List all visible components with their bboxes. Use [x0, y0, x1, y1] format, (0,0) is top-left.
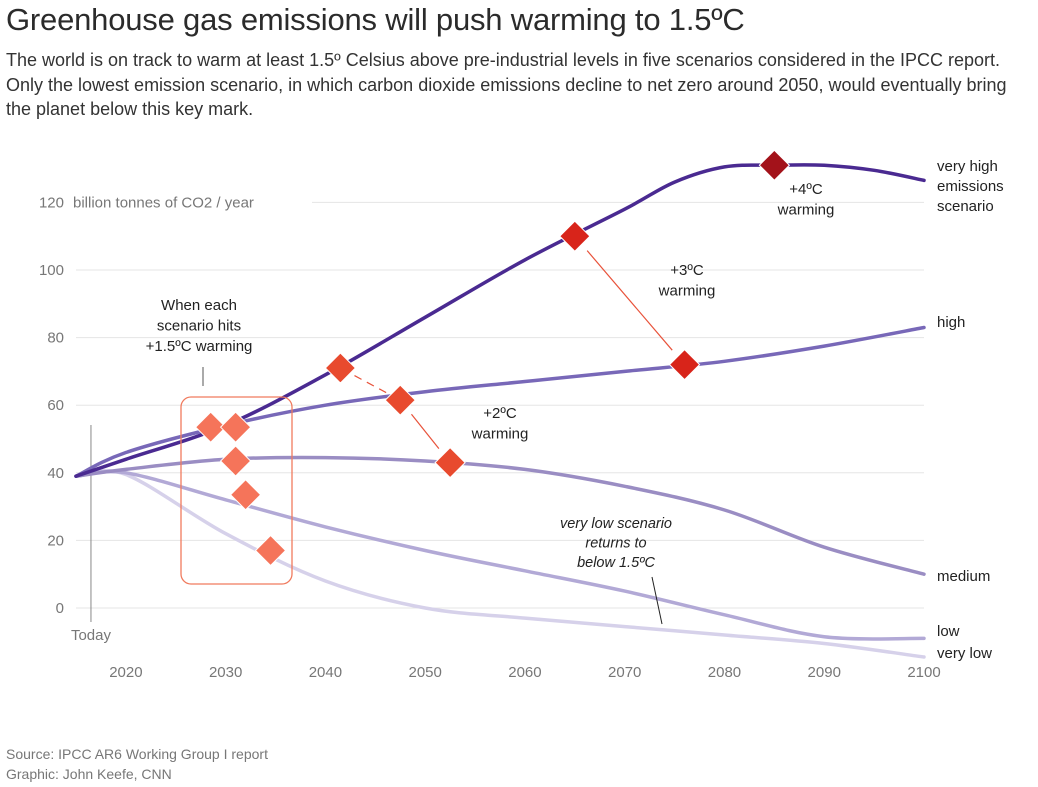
x-tick-label: 2020 — [109, 664, 142, 681]
box-label-line: When each — [161, 297, 237, 314]
box-label: When each scenario hits +1.5ºC warming — [146, 297, 253, 355]
series-label-high: high — [937, 314, 965, 331]
warming-2-label-line: warming — [471, 426, 529, 443]
chart-footer: Source: IPCC AR6 Working Group I report … — [6, 744, 268, 784]
warming-marker-1-5c-very-low — [254, 534, 287, 567]
warming-3-label-line: warming — [658, 283, 716, 300]
series-label-very-low-line: very low — [937, 645, 992, 662]
chart-title: Greenhouse gas emissions will push warmi… — [6, 2, 745, 37]
credit-note: Graphic: John Keefe, CNN — [6, 766, 172, 782]
series-label-medium: medium — [937, 568, 990, 585]
connector-3c — [586, 250, 673, 351]
series-line-very-low — [74, 468, 926, 659]
warming-marker-1-5c-low — [229, 479, 262, 511]
series-label-very-low: very low — [937, 645, 992, 662]
warming-marker-2c-very-high — [324, 352, 357, 384]
series-label-high-line: high — [937, 314, 965, 331]
warming-15-box — [180, 396, 293, 585]
warming-4-label-line: warming — [777, 202, 835, 219]
y-tick-label: 80 — [47, 330, 64, 347]
x-tick-label: 2050 — [408, 664, 441, 681]
y-tick-label: 0 — [56, 600, 64, 617]
warming-2-label: +2ºC warming — [471, 405, 529, 443]
series-label-very-high-line: scenario — [937, 198, 994, 215]
warming-4-label-line: +4ºC — [789, 181, 823, 198]
series-label-very-high: very high emissions scenario — [937, 158, 1004, 215]
y-tick-label: 100 — [39, 262, 64, 279]
x-tick-label: 2090 — [808, 664, 841, 681]
series-line-medium — [74, 455, 926, 576]
warming-marker-1-5c-high — [219, 411, 252, 443]
box-label-line: scenario hits — [157, 318, 241, 335]
x-tick-label: 2100 — [907, 664, 940, 681]
warming-marker-2c-medium — [434, 446, 466, 479]
chart-subtitle: The world is on track to warm at least 1… — [6, 50, 1007, 119]
x-tick-label: 2040 — [309, 664, 342, 681]
warming-2-label-line: +2ºC — [483, 405, 517, 422]
connector-2c-b — [410, 413, 440, 449]
very-low-note: very low scenario returns to below 1.5ºC — [560, 516, 672, 571]
y-axis-label: billion tonnes of CO2 / year — [73, 194, 254, 211]
today-label: Today — [71, 627, 112, 644]
warming-marker-3c-high — [668, 348, 701, 381]
warming-marker-3c-very-high — [559, 220, 591, 252]
series-label-medium-line: medium — [937, 568, 990, 585]
very-low-note-line: below 1.5ºC — [577, 555, 655, 571]
very-low-note-pointer — [651, 576, 663, 625]
series-label-low: low — [937, 623, 960, 640]
warming-marker-2c-high — [384, 384, 416, 416]
warming-marker-4c-very-high — [758, 149, 791, 181]
warming-3-label-line: +3ºC — [670, 262, 704, 279]
warming-3-label: +3ºC warming — [658, 262, 716, 300]
warming-4-label: +4ºC warming — [777, 181, 835, 219]
x-tick-label: 2080 — [708, 664, 741, 681]
warming-marker-1-5c-medium — [219, 445, 252, 477]
box-label-line: +1.5ºC warming — [146, 338, 253, 355]
y-tick-label: 120 — [39, 194, 64, 211]
series-line-high — [74, 325, 926, 478]
very-low-note-line: very low scenario — [560, 516, 672, 532]
x-tick-label: 2070 — [608, 664, 641, 681]
very-low-note-line: returns to — [585, 536, 646, 552]
series-label-low-line: low — [937, 623, 960, 640]
connector-2c-a — [354, 375, 387, 394]
y-tick-label: 20 — [47, 532, 64, 549]
warming-marker-1-5c-very-high — [194, 411, 227, 443]
x-tick-label: 2030 — [209, 664, 242, 681]
y-tick-label: 40 — [47, 465, 64, 482]
x-tick-label: 2060 — [508, 664, 541, 681]
series-label-very-high-line: very high — [937, 158, 998, 175]
y-tick-label: 60 — [47, 397, 64, 414]
series-label-very-high-line: emissions — [937, 178, 1004, 195]
series-line-low — [74, 469, 926, 641]
source-note: Source: IPCC AR6 Working Group I report — [6, 746, 268, 762]
